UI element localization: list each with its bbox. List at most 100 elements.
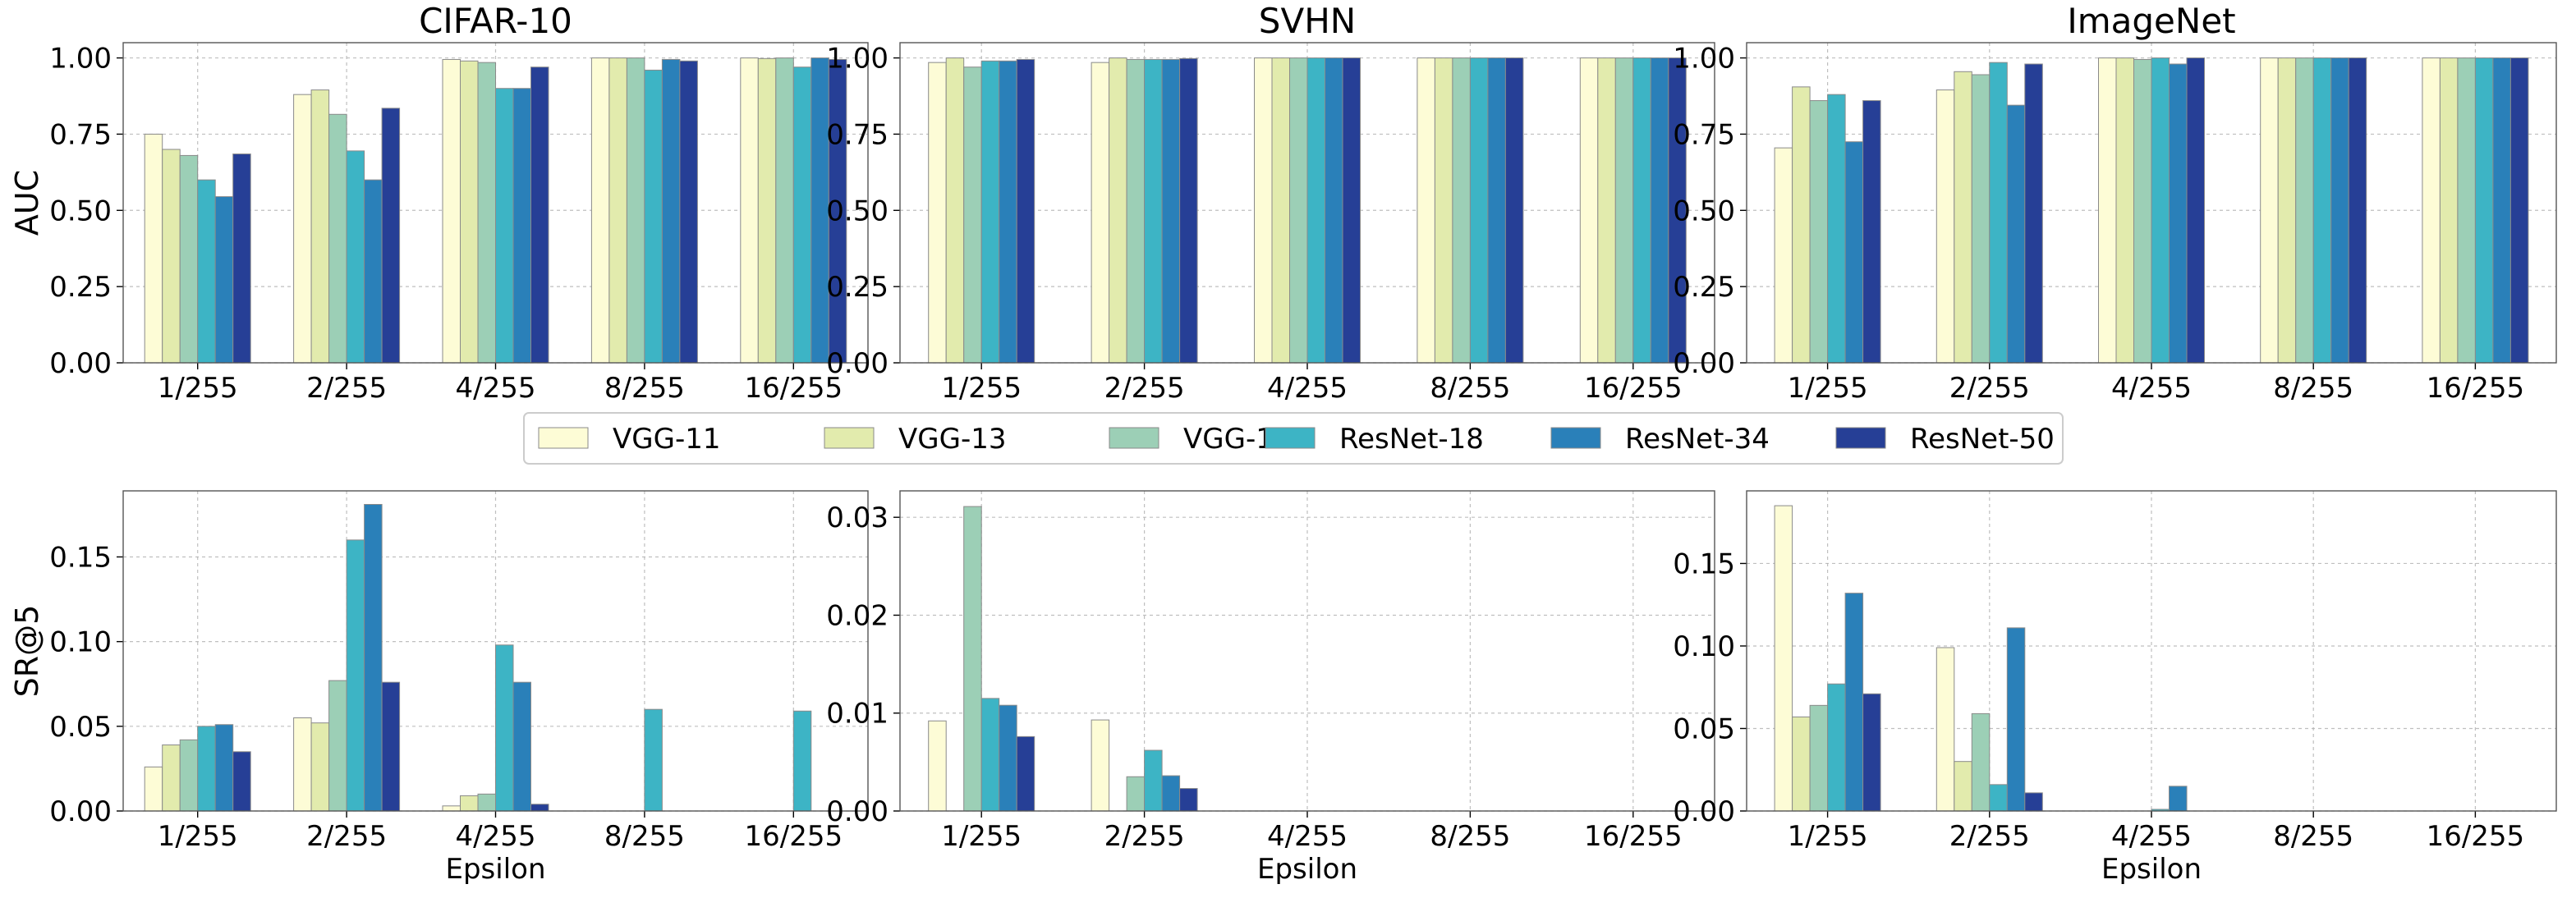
bar-resnet-18-2-255	[1144, 58, 1163, 364]
bar-resnet-50-1-255	[232, 751, 251, 812]
x-tick-label: 1/255	[158, 372, 238, 405]
bar-vgg-16-4-255	[1289, 57, 1308, 364]
bar-vgg-16-1-255	[963, 66, 982, 364]
x-tick-label: 4/255	[456, 820, 536, 853]
bar-vgg-11-1-255	[928, 720, 947, 812]
x-tick-label: 16/255	[2427, 820, 2525, 853]
bar-vgg-11-4-255	[442, 58, 461, 364]
y-tick-label: 0.50	[1673, 195, 1735, 227]
x-tick-label: 16/255	[744, 820, 843, 853]
y-tick-label: 0.03	[826, 502, 889, 534]
bar-vgg-11-2-255	[1091, 719, 1110, 812]
x-tick-label: 16/255	[1584, 372, 1683, 405]
bar-resnet-34-4-255	[2169, 786, 2188, 812]
bar-resnet-18-2-255	[346, 150, 365, 364]
bar-vgg-13-1-255	[945, 57, 965, 364]
y-tick-label: 0.00	[49, 347, 112, 380]
bar-vgg-16-4-255	[477, 62, 496, 364]
bar-vgg-11-2-255	[1091, 62, 1110, 364]
x-tick-label: 8/255	[2273, 820, 2353, 853]
bar-resnet-34-1-255	[214, 196, 234, 364]
plot-frame	[899, 490, 1715, 812]
bar-resnet-18-16-255	[2474, 57, 2494, 364]
bar-resnet-50-2-255	[1179, 788, 1198, 812]
bar-resnet-50-2-255	[2024, 63, 2043, 364]
x-tick-label: 8/255	[604, 820, 685, 853]
x-tick-label: 4/255	[456, 372, 536, 405]
bar-resnet-18-1-255	[980, 60, 1000, 364]
legend-swatch-vgg-16	[1109, 427, 1159, 449]
x-tick-label: 8/255	[604, 372, 685, 405]
bar-vgg-16-1-255	[179, 154, 199, 364]
y-tick-label: 0.25	[826, 271, 889, 304]
bar-resnet-50-8-255	[2348, 57, 2367, 364]
bar-resnet-50-2-255	[1179, 57, 1198, 364]
y-tick-label: 1.00	[1673, 43, 1735, 76]
y-tick-label: 0.75	[1673, 118, 1735, 151]
bar-resnet-18-4-255	[2151, 57, 2170, 364]
y-tick-label: 0.10	[49, 626, 112, 659]
bar-resnet-34-16-255	[2492, 57, 2511, 364]
bar-vgg-11-2-255	[1935, 89, 1955, 364]
chart-panel-1: 0.00 0.25 0.50 0.75 1.00 1/255 2/255 4/255 8/255…	[9, 1, 869, 405]
legend-label-resnet-34: ResNet-34	[1625, 423, 1770, 456]
bar-vgg-11-1-255	[1774, 505, 1793, 812]
x-tick-label: 16/255	[744, 372, 843, 405]
x-tick-label: 1/255	[1788, 820, 1868, 853]
bar-vgg-11-2-255	[293, 94, 312, 364]
bar-resnet-18-4-255	[495, 644, 514, 812]
bar-vgg-16-8-255	[626, 57, 645, 364]
chart-panel-5: 0.00 0.01 0.02 0.03 1/255 2/255 4/255 8/255 16/2…	[826, 490, 1715, 886]
bar-resnet-50-1-255	[1862, 693, 1881, 812]
y-tick-label: 0.75	[49, 118, 112, 151]
bar-vgg-13-4-255	[460, 795, 479, 812]
plot-frame	[1746, 42, 2557, 364]
bar-vgg-11-1-255	[144, 133, 163, 364]
bar-vgg-13-8-255	[1434, 57, 1453, 364]
legend-label-resnet-18: ResNet-18	[1339, 423, 1484, 456]
bar-resnet-50-4-255	[2186, 57, 2205, 364]
bar-vgg-13-2-255	[1954, 71, 1972, 364]
bar-vgg-13-4-255	[1271, 57, 1290, 364]
bar-resnet-34-1-255	[214, 724, 234, 812]
bar-resnet-34-2-255	[1161, 775, 1181, 812]
bar-vgg-11-1-255	[144, 766, 163, 812]
bar-resnet-50-1-255	[1016, 735, 1035, 812]
bar-vgg-13-16-255	[1597, 57, 1616, 364]
bar-vgg-16-2-255	[1971, 74, 1991, 364]
y-axis-label: AUC	[9, 170, 45, 236]
x-tick-label: 16/255	[2427, 372, 2525, 405]
x-tick-label: 4/255	[2111, 372, 2192, 405]
bar-vgg-11-4-255	[442, 805, 461, 812]
bar-resnet-18-1-255	[980, 698, 1000, 812]
x-tick-label: 2/255	[1104, 372, 1185, 405]
plot-frame	[122, 490, 869, 812]
bar-vgg-11-1-255	[928, 62, 947, 364]
y-tick-label: 0.15	[49, 541, 112, 574]
chart-panel-2: 0.00 0.25 0.50 0.75 1.00 1/255 2/255 4/255 8/255…	[826, 1, 1715, 405]
bar-vgg-13-2-255	[310, 89, 330, 364]
bar-vgg-16-2-255	[1126, 776, 1146, 812]
legend-swatch-vgg-11	[538, 427, 589, 449]
y-tick-label: 0.10	[1673, 630, 1735, 663]
bar-vgg-16-4-255	[2133, 58, 2152, 364]
bar-vgg-16-2-255	[1126, 58, 1146, 364]
bar-resnet-34-2-255	[2006, 104, 2026, 364]
bar-resnet-18-2-255	[1144, 749, 1163, 812]
bar-resnet-34-8-255	[661, 58, 681, 364]
bar-resnet-18-8-255	[1469, 57, 1489, 364]
legend: VGG-11 VGG-13 VGG-16 ResNet-18 ResNet-34 ResN…	[523, 412, 2064, 465]
legend-swatch-vgg-13	[824, 427, 875, 449]
bar-vgg-11-16-255	[2422, 57, 2441, 364]
bar-vgg-16-4-255	[477, 793, 496, 812]
bar-vgg-16-8-255	[2295, 57, 2314, 364]
bar-resnet-18-2-255	[1989, 62, 2008, 364]
legend-label-vgg-13: VGG-13	[898, 423, 1006, 456]
bar-vgg-13-1-255	[1792, 86, 1811, 364]
bar-vgg-16-16-255	[2457, 57, 2476, 364]
x-tick-label: 4/255	[2111, 820, 2192, 853]
bar-resnet-34-8-255	[2330, 57, 2349, 364]
bar-vgg-11-16-255	[740, 57, 759, 364]
bar-vgg-11-8-255	[1417, 57, 1435, 364]
y-tick-label: 0.00	[1673, 795, 1735, 828]
